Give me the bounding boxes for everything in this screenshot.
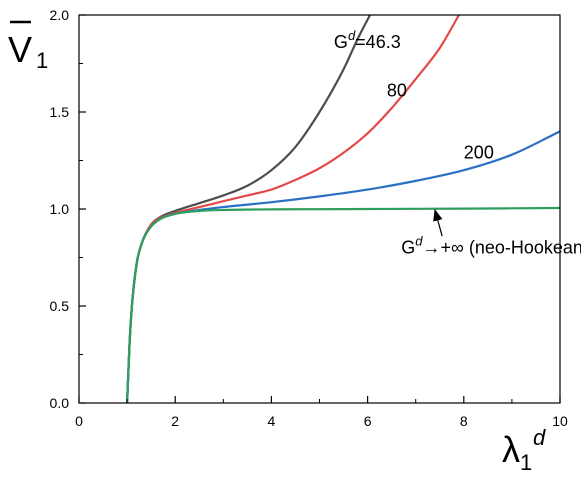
x-axis-title-superscript: d — [533, 425, 546, 450]
x-tick-label: 2 — [171, 413, 179, 429]
curve-label-ginf: Gd→+∞ (neo-Hookean) — [401, 234, 581, 258]
annotation-layer: Gd=46.3 80 200 Gd→+∞ (neo-Hookean) — [334, 28, 581, 258]
y-tick-label: 0.0 — [50, 395, 70, 411]
x-tick-label: 6 — [364, 413, 372, 429]
x-axis-title: λ1 — [502, 429, 532, 475]
x-tick-label: 10 — [552, 413, 568, 429]
series-layer — [126, 15, 560, 403]
curve-label-g46: Gd=46.3 — [334, 28, 401, 52]
y-tick-label: 2.0 — [50, 7, 70, 23]
x-tick-label: 4 — [268, 413, 276, 429]
x-tick-label: 0 — [75, 413, 83, 429]
y-tick-label: 1.0 — [50, 201, 70, 217]
annotation-arrow — [433, 208, 443, 237]
axis-layer: 0 2 4 6 8 10 0.0 0.5 1.0 1.5 2.0 — [50, 7, 568, 429]
curve-label-g200: 200 — [464, 143, 494, 163]
series-line-3 — [126, 130, 560, 403]
y-tick-label: 0.5 — [50, 298, 70, 314]
axis-title-layer: V 1 λ1d — [8, 20, 546, 475]
x-tick-label: 8 — [460, 413, 468, 429]
y-tick-label: 1.5 — [50, 104, 70, 120]
series-line-4 — [126, 206, 560, 403]
curve-label-g80: 80 — [387, 80, 407, 100]
